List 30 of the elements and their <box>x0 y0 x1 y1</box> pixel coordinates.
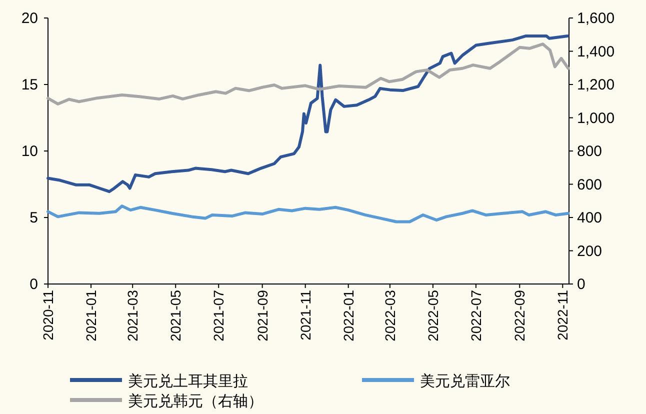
y2-tick-label: 400 <box>577 210 602 226</box>
x-tick-label: 2022-05 <box>424 290 441 342</box>
y2-tick-label: 600 <box>577 176 602 194</box>
y-tick-label: 15 <box>21 76 38 94</box>
y2-tick-label: 1,400 <box>577 43 615 60</box>
x-tick-label: 2021-11 <box>297 290 314 340</box>
x-tick-label: 2022-03 <box>382 290 398 342</box>
x-tick-label: 2022-01 <box>340 290 356 342</box>
y2-tick-label: 1,600 <box>577 10 615 27</box>
y2-tick-label: 800 <box>577 143 602 160</box>
x-tick-label: 2022-07 <box>468 290 484 342</box>
y-tick-label: 20 <box>21 10 38 27</box>
y2-tick-label: 1,200 <box>577 76 615 94</box>
x-tick-label: 2022-11 <box>554 290 571 340</box>
x-tick-label: 2021-09 <box>254 290 270 342</box>
x-tick-label: 2022-09 <box>512 290 528 342</box>
x-tick-label: 2021-07 <box>210 290 227 342</box>
y2-tick-label: 0 <box>577 276 586 293</box>
y-tick-label: 5 <box>30 210 38 226</box>
y2-tick-label: 200 <box>577 242 602 260</box>
legend-label: 美元兑雷亚尔 <box>420 372 510 390</box>
x-tick-label: 2021-03 <box>124 290 141 342</box>
y-tick-label: 0 <box>30 276 38 293</box>
y-tick-label: 10 <box>21 143 38 160</box>
x-tick-label: 2021-05 <box>168 290 184 342</box>
legend-label: 美元兑韩元（右轴） <box>128 392 263 410</box>
x-tick-label: 2020-11 <box>40 290 56 340</box>
y2-tick-label: 1,000 <box>577 110 615 127</box>
x-tick-label: 2021-01 <box>83 290 100 342</box>
legend-label: 美元兑土耳其里拉 <box>128 372 248 390</box>
